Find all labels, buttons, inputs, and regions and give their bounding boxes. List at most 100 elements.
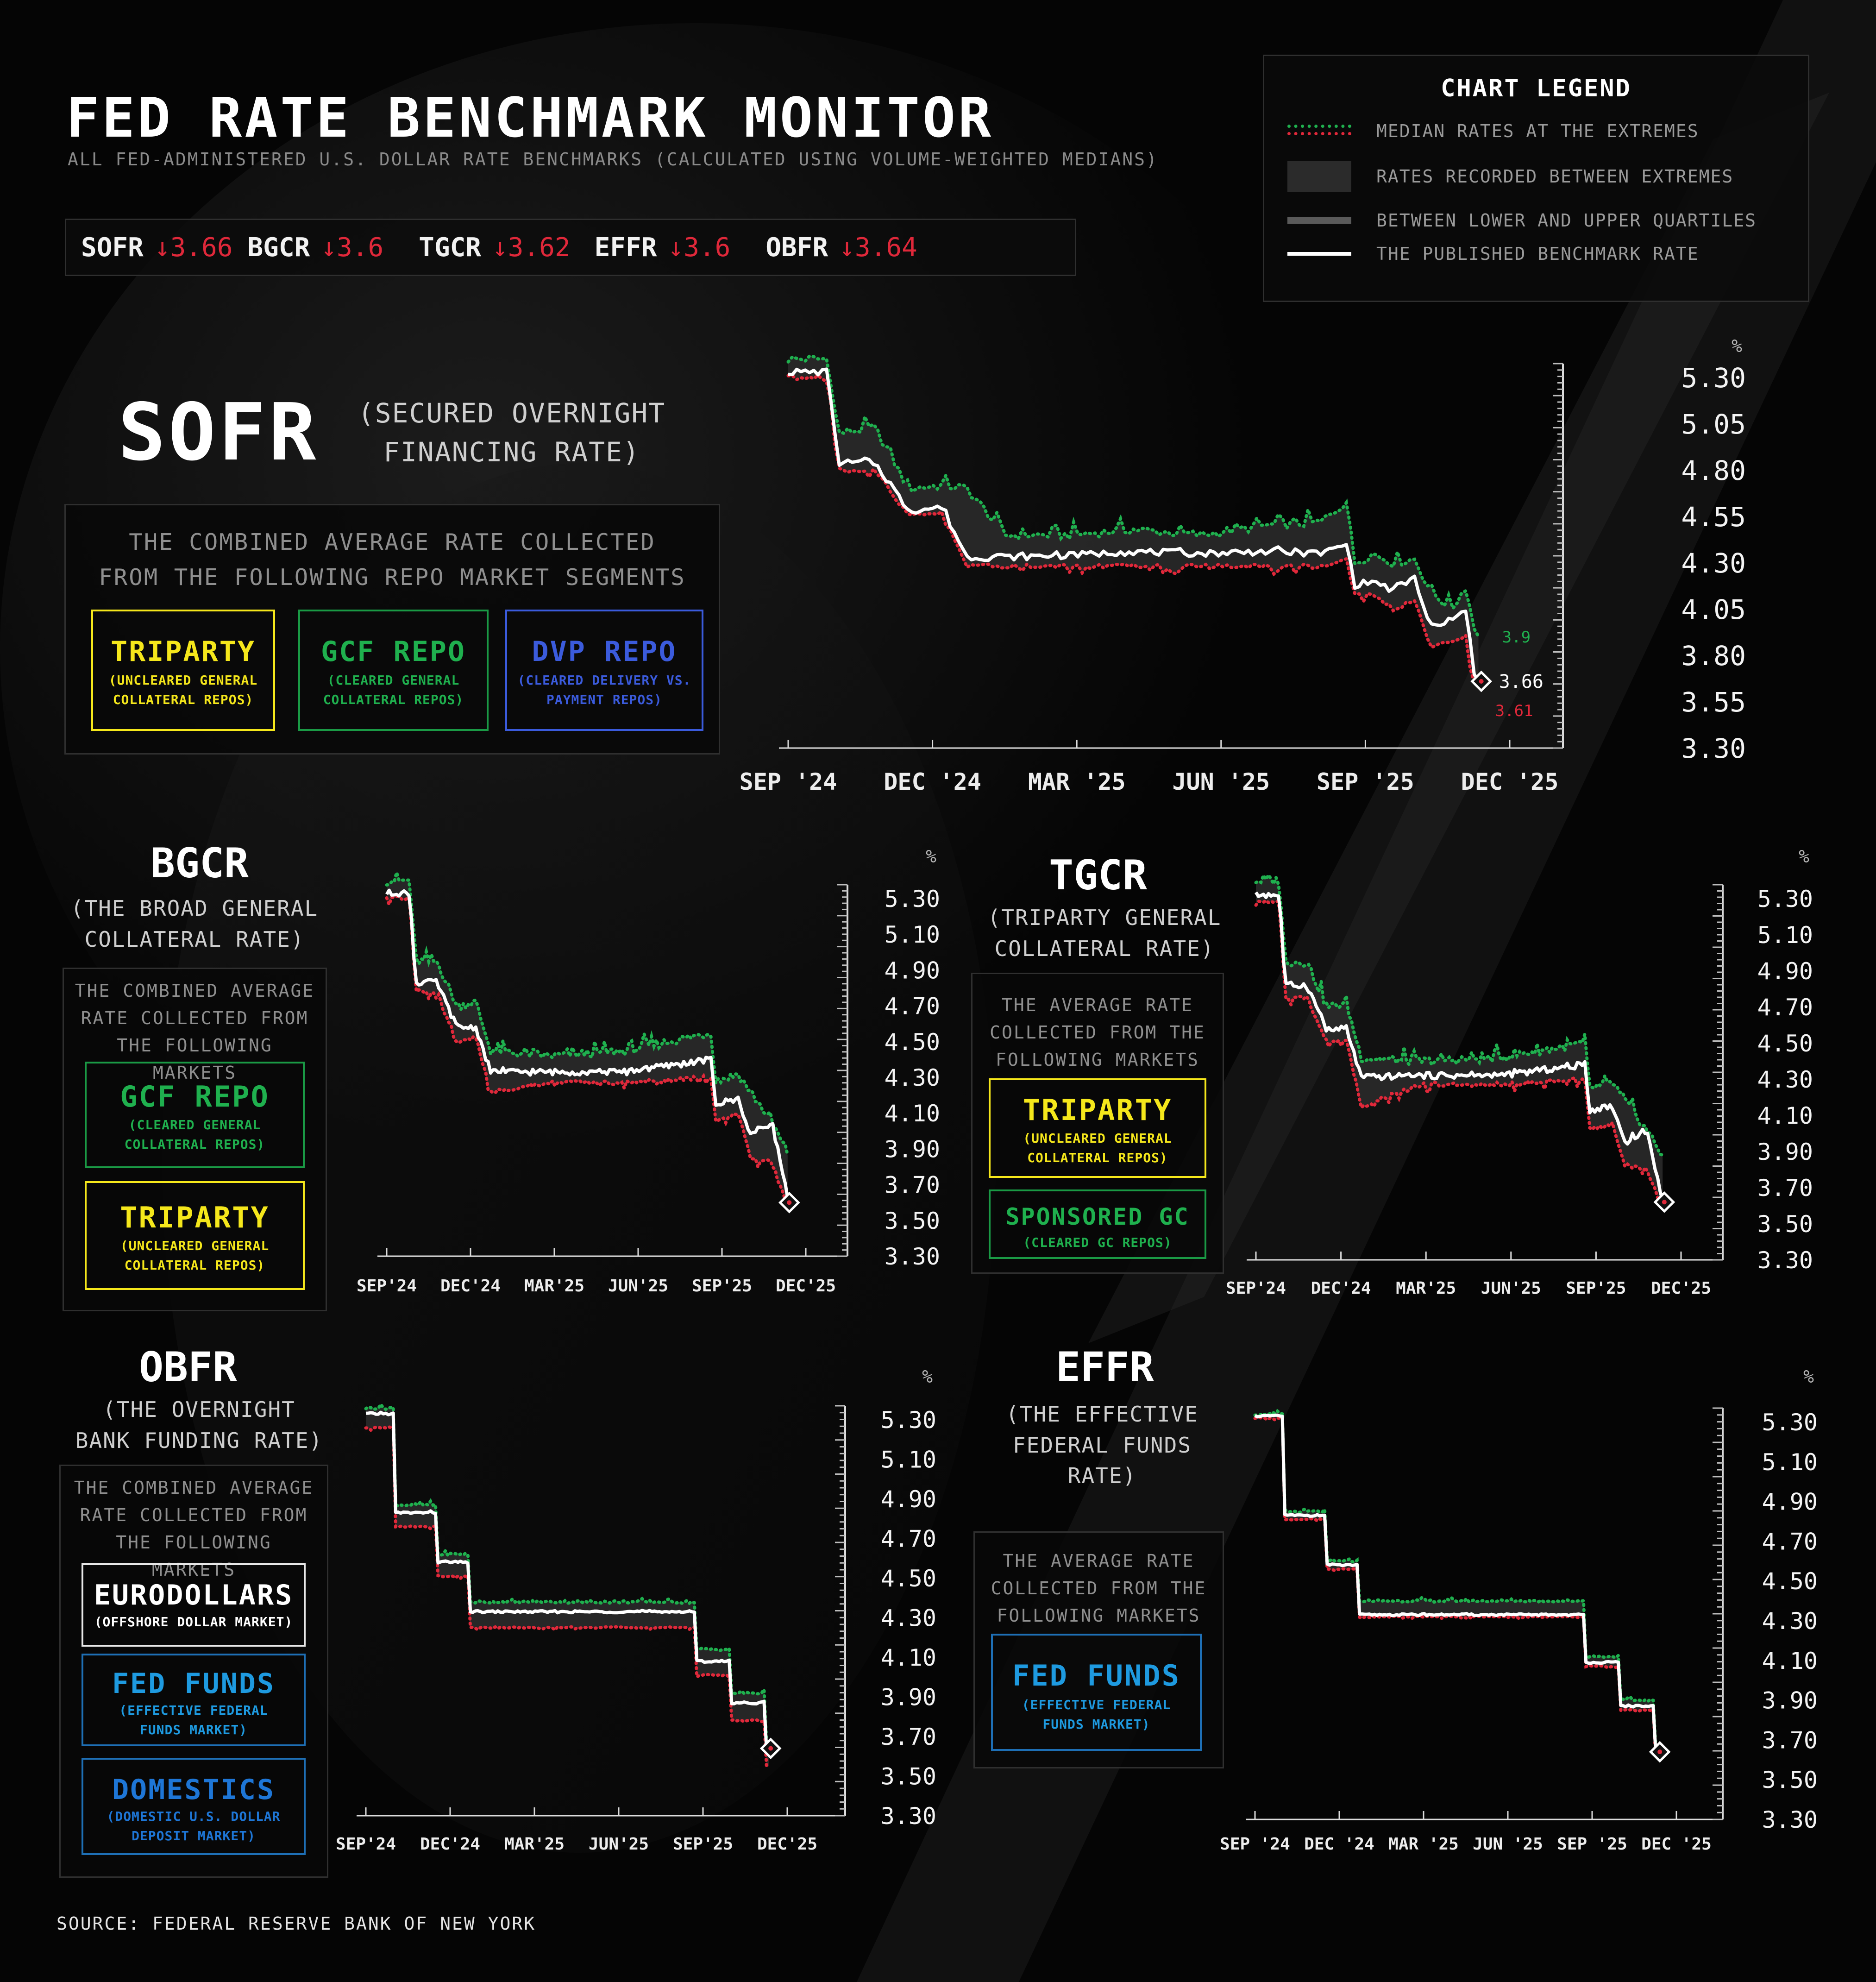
x-tick-label: MAR'25 xyxy=(504,1835,565,1854)
y-tick-label: 3.70 xyxy=(885,1172,940,1199)
segment-desc: (UNCLEARED GENERAL COLLATERAL REPOS) xyxy=(1023,1131,1172,1165)
ticker-item-obfr: OBFR ↓ 3.64 xyxy=(765,233,917,263)
y-tick-label: 3.70 xyxy=(1757,1175,1813,1202)
segment-gcf-repo: GCF REPO (CLEARED GENERAL COLLATERAL REP… xyxy=(85,1062,305,1168)
page-subtitle: ALL FED-ADMINISTERED U.S. DOLLAR RATE BE… xyxy=(68,149,1158,170)
x-tick-label: SEP'24 xyxy=(1226,1279,1286,1298)
dotted-line-icon xyxy=(1287,122,1351,140)
y-tick-label: 3.50 xyxy=(885,1208,940,1234)
x-tick-label: MAR '25 xyxy=(1028,768,1126,795)
segment-name: TRIPARTY xyxy=(111,635,256,668)
y-tick-label: 3.90 xyxy=(1762,1687,1818,1714)
y-tick-label: 5.30 xyxy=(1681,362,1746,394)
sofr-panel: THE COMBINED AVERAGE RATE COLLECTED FROM… xyxy=(64,504,720,755)
segment-name: FED FUNDS xyxy=(112,1667,276,1700)
y-tick-label: 5.10 xyxy=(881,1447,936,1473)
y-tick-label: 4.30 xyxy=(1757,1066,1813,1093)
y-tick-label: 3.30 xyxy=(1762,1806,1818,1833)
published-rate-line xyxy=(385,888,790,1199)
bgcr-name: BGCR xyxy=(151,839,249,887)
down-arrow-icon: ↓ xyxy=(154,232,170,263)
y-tick-label: 3.30 xyxy=(881,1803,936,1830)
tgcr-name: TGCR xyxy=(1049,851,1147,899)
legend-item-quartiles: BETWEEN LOWER AND UPPER QUARTILES xyxy=(1287,210,1757,231)
y-tick-label: 4.70 xyxy=(1762,1528,1818,1555)
lower-extreme-line xyxy=(364,1425,771,1768)
tgcr-panel: THE AVERAGE RATE COLLECTED FROM THE FOLL… xyxy=(971,973,1224,1274)
upper-extreme-line xyxy=(1253,1409,1660,1749)
ticker-value: 3.6 xyxy=(684,232,731,263)
segment-sponsored-gc: SPONSORED GC (CLEARED GC REPOS) xyxy=(989,1189,1206,1259)
y-tick-label: 4.55 xyxy=(1681,501,1746,533)
segment-triparty: TRIPARTY (UNCLEARED GENERAL COLLATERAL R… xyxy=(91,610,275,731)
ticker-name: OBFR xyxy=(765,232,828,263)
x-tick-label: DEC '24 xyxy=(1304,1835,1374,1854)
y-tick-label: 4.80 xyxy=(1681,455,1746,486)
legend-label: MEDIAN RATES AT THE EXTREMES xyxy=(1376,121,1699,141)
segment-name: SPONSORED GC xyxy=(1005,1203,1190,1230)
upper-extreme-line xyxy=(786,354,1481,638)
y-tick-label: 3.55 xyxy=(1681,686,1746,718)
obfr-name: OBFR xyxy=(139,1343,237,1391)
segment-desc: (EFFECTIVE FEDERAL FUNDS MARKET) xyxy=(119,1703,268,1737)
unit-label: % xyxy=(926,848,936,867)
legend-label: BETWEEN LOWER AND UPPER QUARTILES xyxy=(1376,210,1757,231)
x-tick-label: SEP'24 xyxy=(336,1835,396,1854)
ticker-name: EFFR xyxy=(594,232,657,263)
x-tick-label: DEC'25 xyxy=(1651,1279,1711,1298)
segment-desc: (CLEARED GC REPOS) xyxy=(1023,1235,1172,1250)
x-tick-label: DEC'25 xyxy=(757,1835,817,1854)
y-tick-label: 5.30 xyxy=(885,886,940,912)
x-tick-label: MAR'25 xyxy=(524,1277,584,1296)
bgcr-chart: 5.30 5.10 4.90 4.70 4.50 4.30 4.10 3.90 3.70 3.50… xyxy=(357,848,940,1296)
segment-fed-funds: FED FUNDS (EFFECTIVE FEDERAL FUNDS MARKE… xyxy=(991,1634,1202,1751)
tgcr-full-name: (TRIPARTY GENERAL COLLATERAL RATE) xyxy=(987,905,1222,961)
y-tick-label: 5.10 xyxy=(885,921,940,948)
page-title: FED RATE BENCHMARK MONITOR xyxy=(66,86,994,150)
ticker-name: SOFR xyxy=(81,232,144,263)
effr-name: EFFR xyxy=(1056,1343,1154,1391)
y-tick-label: 4.50 xyxy=(1762,1568,1818,1595)
segment-desc: (CLEARED DELIVERY VS. PAYMENT REPOS) xyxy=(517,673,691,707)
y-tick-label: 4.70 xyxy=(885,993,940,1020)
x-tick-label: SEP'25 xyxy=(673,1835,733,1854)
y-tick-label: 4.90 xyxy=(881,1486,936,1513)
y-tick-label: 3.30 xyxy=(885,1243,940,1270)
y-tick-label: 4.50 xyxy=(885,1029,940,1056)
bgcr-full-name: (THE BROAD GENERAL COLLATERAL RATE) xyxy=(70,896,319,952)
x-tick-label: JUN'25 xyxy=(1481,1279,1541,1298)
obfr-full-name: (THE OVERNIGHT BANK FUNDING RATE) xyxy=(75,1397,323,1453)
y-tick-label: 4.10 xyxy=(1762,1648,1818,1674)
y-tick-label: 4.70 xyxy=(881,1526,936,1553)
ticker-item-bgcr: BGCR ↓ 3.6 xyxy=(247,233,383,263)
solid-line-icon xyxy=(1287,252,1351,256)
x-tick-label: JUN'25 xyxy=(608,1277,668,1296)
y-tick-label: 3.80 xyxy=(1681,640,1746,672)
down-arrow-icon: ↓ xyxy=(321,232,337,263)
effr-chart: 5.30 5.10 4.90 4.70 4.50 4.30 4.10 3.90 3.70 3.50… xyxy=(1220,1366,1818,1854)
x-tick-label: SEP '25 xyxy=(1317,768,1414,795)
quartile-bar-icon xyxy=(1287,217,1351,224)
y-tick-label: 4.50 xyxy=(1757,1030,1813,1057)
extremes-band xyxy=(1256,875,1663,1202)
band-swatch-icon xyxy=(1287,161,1351,192)
lower-extreme-line xyxy=(1253,1416,1660,1758)
end-marker-dot xyxy=(787,1200,792,1205)
legend-label: RATES RECORDED BETWEEN EXTREMES xyxy=(1376,166,1734,187)
x-tick-label: SEP'25 xyxy=(1566,1279,1626,1298)
segment-name: DVP REPO xyxy=(532,635,677,668)
extremes-band xyxy=(387,872,788,1202)
segment-desc: (UNCLEARED GENERAL COLLATERAL REPOS) xyxy=(120,1238,270,1273)
y-tick-label: 5.30 xyxy=(1762,1409,1818,1436)
segment-domestics: DOMESTICS (DOMESTIC U.S. DOLLAR DEPOSIT … xyxy=(82,1758,306,1855)
down-arrow-icon: ↓ xyxy=(668,232,684,263)
chart-legend: CHART LEGEND MEDIAN RATES AT THE EXTREME… xyxy=(1263,55,1809,302)
unit-label: % xyxy=(922,1366,933,1387)
ticker-value: 3.66 xyxy=(170,232,233,263)
x-tick-label: MAR'25 xyxy=(1396,1279,1456,1298)
ticker-name: BGCR xyxy=(247,232,310,263)
y-tick-label: 4.50 xyxy=(881,1565,936,1592)
effr-description: THE AVERAGE RATE COLLECTED FROM THE FOLL… xyxy=(991,1551,1207,1626)
segment-name: TRIPARTY xyxy=(1023,1093,1173,1127)
bgcr-description: THE COMBINED AVERAGE RATE COLLECTED FROM… xyxy=(75,981,315,1083)
